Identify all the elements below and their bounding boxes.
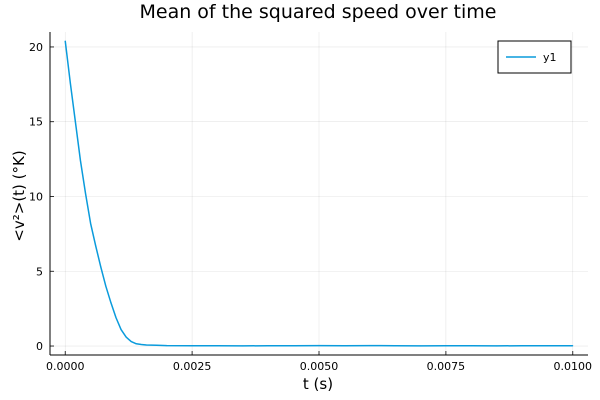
data-point [343, 345, 345, 347]
data-point [496, 345, 498, 347]
y-tick-label: 0 [36, 340, 43, 353]
tick-labels: 0.0000 0.0025 0.0050 0.0075 0.0100 0 5 10 15 20 [29, 41, 592, 373]
data-point [74, 121, 76, 123]
data-point [110, 302, 112, 304]
data-point [267, 345, 269, 347]
series-layer [64, 40, 574, 347]
data-point [145, 344, 147, 346]
data-point [166, 345, 168, 347]
x-tick-label: 0.0025 [173, 360, 212, 373]
grid-lines [50, 32, 588, 355]
data-point [191, 345, 193, 347]
data-point [85, 193, 87, 194]
data-point [572, 345, 574, 347]
data-point [130, 341, 132, 343]
data-point [420, 345, 422, 347]
data-point [120, 329, 122, 331]
x-axis-label: t (s) [303, 375, 333, 393]
y-tick-label: 5 [36, 265, 43, 278]
data-point [115, 317, 117, 319]
data-point [95, 245, 97, 247]
y-tick-label: 10 [29, 190, 43, 203]
data-point [135, 343, 137, 345]
data-point [394, 345, 396, 347]
data-point [100, 266, 102, 268]
chart-title: Mean of the squared speed over time [140, 1, 497, 23]
data-point [90, 222, 92, 224]
x-tick-label: 0.0075 [427, 360, 466, 373]
data-point [521, 345, 523, 347]
data-point [216, 345, 218, 347]
data-point [64, 40, 66, 42]
y-tick-label: 15 [29, 116, 43, 129]
data-point [140, 344, 142, 346]
data-point [445, 345, 447, 347]
data-point [105, 285, 107, 287]
data-point [369, 345, 371, 347]
data-point [69, 82, 71, 84]
x-tick-label: 0.0050 [300, 360, 339, 373]
data-point [318, 345, 320, 347]
data-point [242, 345, 244, 347]
x-tick-label: 0.0100 [554, 360, 593, 373]
data-point [546, 345, 548, 347]
axes [49, 32, 588, 356]
data-point [156, 344, 158, 346]
data-point [470, 345, 472, 347]
y-tick-label: 20 [29, 41, 43, 54]
data-point [79, 160, 81, 162]
y-axis-label: <v²>(t) (°K) [10, 150, 28, 241]
legend-label: y1 [543, 51, 557, 64]
legend: y1 [497, 40, 572, 74]
data-point [125, 336, 127, 338]
data-point [293, 345, 295, 347]
x-tick-label: 0.0000 [46, 360, 85, 373]
